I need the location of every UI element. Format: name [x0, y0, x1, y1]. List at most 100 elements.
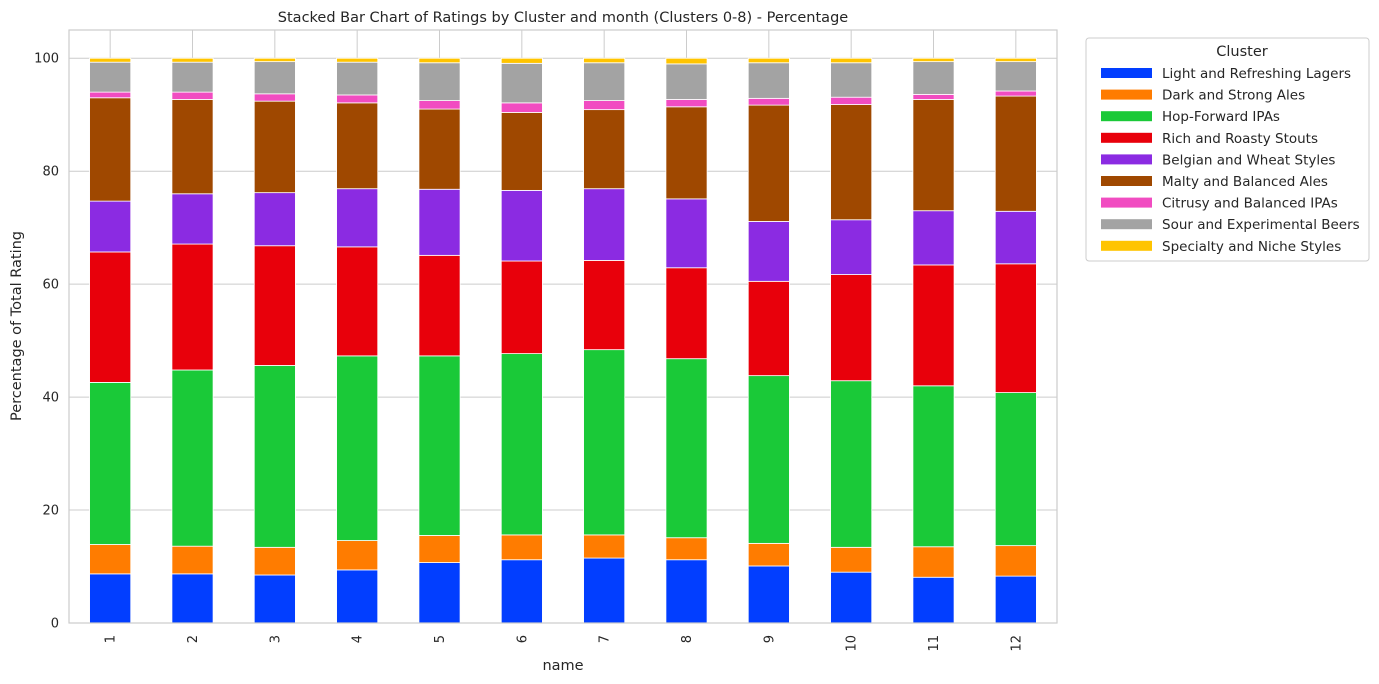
- bar-segment: [747, 97, 790, 106]
- legend-label: Sour and Experimental Beers: [1162, 217, 1360, 233]
- bar-segment: [500, 189, 543, 262]
- bar-segment: [830, 219, 873, 275]
- grid-lines: [69, 30, 1057, 624]
- x-tick-label: 2: [186, 635, 201, 643]
- bar-segment: [583, 109, 626, 190]
- legend-label: Light and Refreshing Lagers: [1162, 66, 1351, 82]
- bar-segment: [994, 575, 1037, 624]
- bar-segment: [665, 57, 708, 65]
- bar-segment: [994, 61, 1037, 92]
- bar-segment: [994, 392, 1037, 547]
- y-tick-label: 100: [34, 52, 59, 67]
- x-tick-label: 9: [762, 635, 777, 643]
- legend-label: Hop-Forward IPAs: [1162, 109, 1280, 125]
- bar-segment: [665, 198, 708, 269]
- bar-segment: [253, 57, 296, 63]
- bar-segment: [830, 380, 873, 548]
- bar-segment: [89, 251, 132, 383]
- bar-segment: [994, 210, 1037, 265]
- bar-segment: [253, 93, 296, 102]
- bar-segment: [171, 545, 214, 575]
- bar-segment: [912, 57, 955, 63]
- legend-title: Cluster: [1216, 44, 1268, 60]
- bars: [89, 57, 1037, 624]
- bar-segment: [994, 57, 1037, 63]
- bar-segment: [912, 576, 955, 624]
- bar-segment: [665, 106, 708, 200]
- bar-segment: [336, 540, 379, 571]
- legend-swatch: [1101, 68, 1152, 78]
- bar-segment: [253, 245, 296, 366]
- bar-segment: [418, 562, 461, 624]
- bar-segment: [89, 91, 132, 99]
- bar-segment: [418, 535, 461, 563]
- y-tick-label: 80: [42, 165, 59, 180]
- bar-segment: [665, 559, 708, 624]
- y-tick-label: 20: [42, 504, 59, 519]
- bar-segment: [336, 102, 379, 190]
- x-axis-label: name: [542, 658, 583, 674]
- bar-segment: [89, 61, 132, 93]
- bar-segment: [418, 188, 461, 256]
- y-axis-label: Percentage of Total Rating: [9, 231, 25, 421]
- bar-segment: [89, 382, 132, 545]
- legend-swatch: [1101, 132, 1152, 143]
- bar-segment: [336, 569, 379, 624]
- x-tick-label: 10: [845, 635, 860, 652]
- x-tick-label: 6: [515, 635, 530, 643]
- y-tick-label: 0: [51, 617, 59, 632]
- legend-swatch: [1101, 89, 1152, 100]
- bar-segment: [583, 188, 626, 261]
- bar-segment: [171, 57, 214, 63]
- legend: Cluster Light and Refreshing Lagers Dark …: [1085, 37, 1370, 262]
- chart-title: Stacked Bar Chart of Ratings by Cluster …: [278, 10, 848, 26]
- bar-segment: [89, 200, 132, 253]
- bar-segment: [500, 57, 543, 64]
- bar-segment: [89, 573, 132, 624]
- bar-segment: [583, 534, 626, 559]
- bar-segment: [89, 57, 132, 63]
- bar-segment: [994, 95, 1037, 212]
- bar-segment: [912, 93, 955, 100]
- bar-segment: [912, 61, 955, 95]
- bar-segment: [830, 546, 873, 573]
- legend-items: Light and Refreshing Lagers Dark and Stro…: [1101, 66, 1360, 255]
- legend-label: Citrusy and Balanced IPAs: [1162, 196, 1338, 212]
- bar-segment: [253, 365, 296, 548]
- legend-swatch: [1101, 154, 1152, 165]
- bar-segment: [253, 546, 296, 576]
- bar-segment: [500, 260, 543, 355]
- bar-segment: [747, 104, 790, 222]
- bar-segment: [912, 385, 955, 548]
- bar-segment: [665, 358, 708, 539]
- bar-segment: [583, 62, 626, 101]
- x-tick-label: 8: [680, 635, 695, 643]
- bar-segment: [583, 349, 626, 536]
- bar-segment: [253, 100, 296, 194]
- legend-label: Rich and Roasty Stouts: [1162, 131, 1318, 147]
- bar-segment: [418, 100, 461, 110]
- bar-segment: [747, 375, 790, 544]
- x-tick-label: 7: [598, 635, 613, 643]
- bar-segment: [747, 280, 790, 377]
- bar-segment: [500, 353, 543, 536]
- x-tick-label: 3: [268, 635, 283, 643]
- bar-segment: [994, 263, 1037, 393]
- bar-segment: [830, 62, 873, 98]
- bar-segment: [830, 104, 873, 221]
- x-tick-label: 4: [351, 635, 366, 643]
- legend-label: Belgian and Wheat Styles: [1162, 152, 1335, 168]
- legend-label: Dark and Strong Ales: [1162, 88, 1305, 104]
- bar-segment: [253, 192, 296, 247]
- bar-segment: [336, 94, 379, 104]
- y-tick-label: 60: [42, 278, 59, 293]
- bar-segment: [171, 243, 214, 371]
- bar-segment: [830, 96, 873, 105]
- bar-segment: [171, 193, 214, 245]
- bar-segment: [171, 573, 214, 624]
- bar-segment: [418, 62, 461, 101]
- bar-segment: [994, 545, 1037, 577]
- legend-swatch: [1101, 111, 1152, 122]
- bar-segment: [500, 112, 543, 191]
- legend-label: Specialty and Niche Styles: [1162, 239, 1341, 255]
